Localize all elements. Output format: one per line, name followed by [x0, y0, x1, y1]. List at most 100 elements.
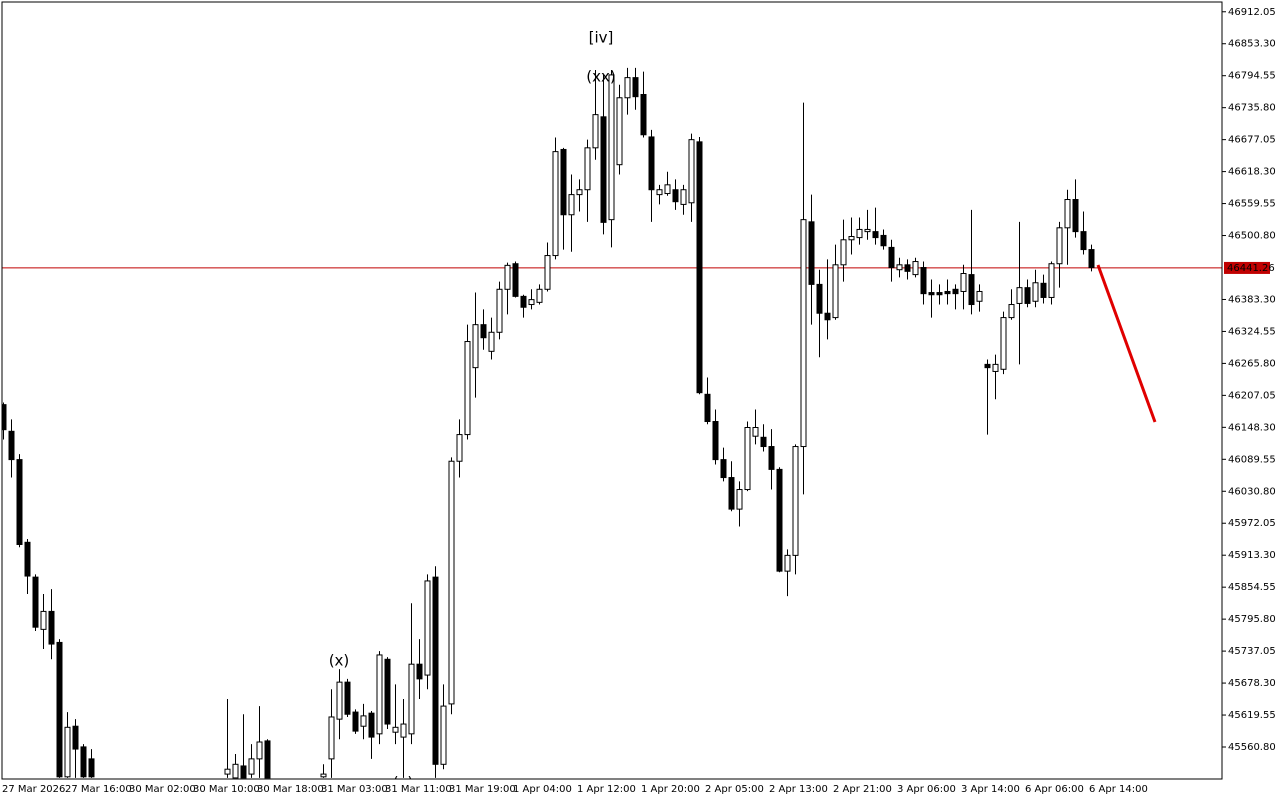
candle-body [952, 288, 959, 295]
plot-area: [iv] (xx) (x) (y) [2, 29, 1222, 792]
candle-body [936, 292, 943, 296]
candle-body [368, 712, 375, 738]
projection-line [1096, 264, 1157, 423]
y-tick-label: 46559.55 [1228, 199, 1276, 210]
candle-body [768, 446, 775, 470]
x-tick-label: 2 Apr 21:00 [833, 784, 892, 795]
candle-body [824, 312, 831, 321]
annotations: [iv] (xx) (x) (y) [329, 29, 616, 792]
candle-body [840, 239, 847, 266]
y-tick-label: 46853.30 [1228, 39, 1276, 50]
x-tick-label: 1 Apr 20:00 [641, 784, 700, 795]
x-tick-label: 2 Apr 13:00 [769, 784, 828, 795]
candle-body [544, 255, 551, 290]
candle-body [8, 430, 15, 461]
candle-body [728, 477, 735, 510]
candle-body [632, 77, 639, 98]
candle-body [528, 299, 535, 306]
y-tick-label: 46089.55 [1228, 454, 1276, 465]
candle-body [1064, 199, 1071, 229]
candle-body [664, 184, 671, 195]
candle-body [536, 288, 543, 303]
candle-body [464, 341, 471, 436]
candle-body [752, 427, 759, 437]
candle-body [336, 681, 343, 720]
candle-body [480, 324, 487, 339]
candle-body [560, 148, 567, 216]
candle-body [832, 264, 839, 319]
candle-body [1048, 263, 1055, 298]
candle-body [240, 765, 247, 779]
x-tick-label: 3 Apr 14:00 [961, 784, 1020, 795]
candle-body [1088, 249, 1095, 269]
candle-body [376, 654, 383, 735]
candle-body [352, 711, 359, 732]
candle-body [816, 283, 823, 314]
candle-body [904, 264, 911, 272]
candle-body [1080, 231, 1087, 251]
candle-body [256, 741, 263, 760]
candle-body [1000, 317, 1007, 370]
x-tick-label: 6 Apr 06:00 [1025, 784, 1084, 795]
candle-body [432, 576, 439, 765]
candle-body [88, 758, 95, 778]
candle-body [416, 663, 423, 680]
candle-body [568, 194, 575, 216]
candle-body [920, 267, 927, 295]
candle-body [344, 681, 351, 715]
candle-body [248, 758, 255, 775]
candle-body [264, 740, 271, 779]
y-tick-label: 46265.80 [1228, 358, 1276, 369]
candle-body [16, 459, 23, 545]
candle-body [400, 723, 407, 738]
candle-body [1032, 282, 1039, 302]
candle-body [896, 264, 903, 271]
candle-body [592, 114, 599, 149]
y-tick-label: 46618.30 [1228, 167, 1276, 178]
x-tick-label: 30 Mar 02:00 [129, 784, 196, 795]
y-tick-label: 45619.55 [1228, 710, 1276, 721]
y-tick-label: 45737.05 [1228, 646, 1276, 657]
x-tick-label: 1 Apr 04:00 [513, 784, 572, 795]
candle-body [864, 228, 871, 233]
candle-body [760, 436, 767, 448]
y-tick-label: 46500.80 [1228, 231, 1276, 242]
current-price-box [1224, 261, 1270, 274]
candle-body [1072, 199, 1079, 233]
y-tick-label: 45972.05 [1228, 518, 1276, 529]
x-tick-label: 2 Apr 05:00 [705, 784, 764, 795]
candle-body [496, 288, 503, 333]
candle-body [792, 446, 799, 556]
y-tick-label: 46794.55 [1228, 71, 1276, 82]
y-tick-label: 46383.30 [1228, 294, 1276, 305]
candle-body [2, 404, 7, 431]
y-tick-label: 45913.30 [1228, 550, 1276, 561]
wave-label: (y) [393, 774, 414, 792]
candle-body [872, 231, 879, 239]
candle-body [784, 554, 791, 572]
candle-body [64, 726, 71, 778]
candle-body [32, 576, 39, 628]
y-tick-label: 45795.80 [1228, 614, 1276, 625]
y-tick-label: 46030.80 [1228, 486, 1276, 497]
candle-body [696, 141, 703, 394]
candle-body [424, 580, 431, 676]
candle-body [680, 189, 687, 205]
y-tick-label: 46324.55 [1228, 326, 1276, 337]
candle-body [672, 189, 679, 203]
candle-body [616, 97, 623, 166]
candle-body [1040, 282, 1047, 298]
candle-body [48, 610, 55, 645]
y-tick-label: 46207.05 [1228, 390, 1276, 401]
candle-body [688, 139, 695, 204]
x-tick-label: 31 Mar 03:00 [321, 784, 388, 795]
candle-body [512, 263, 519, 297]
candle-body [72, 725, 79, 750]
candle-body [360, 715, 367, 727]
x-tick-label: 3 Apr 06:00 [897, 784, 956, 795]
wave-label: (xx) [586, 68, 615, 86]
candle-body [912, 261, 919, 276]
candle-body [472, 324, 479, 369]
candle-body [1008, 304, 1015, 319]
